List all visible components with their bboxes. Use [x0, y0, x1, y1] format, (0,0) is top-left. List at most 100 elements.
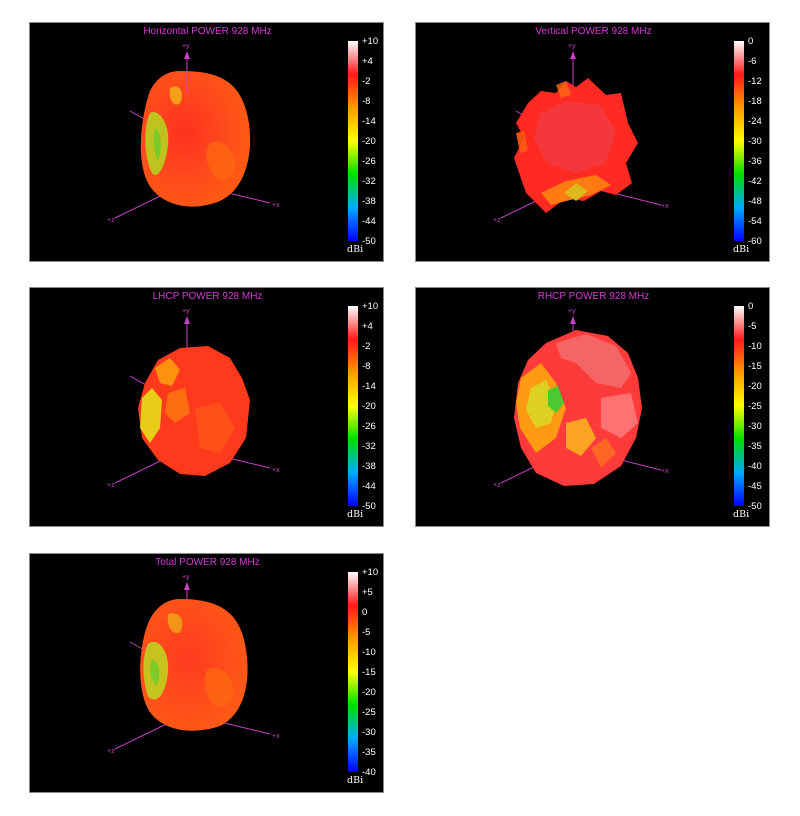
colorbar-tick: -8	[362, 96, 371, 107]
colorbar-tick: -15	[748, 361, 762, 372]
colorbar-unit: dBi	[347, 775, 364, 786]
pattern-shading	[206, 141, 235, 180]
colorbar	[348, 306, 358, 506]
x-axis-label: +x	[661, 203, 669, 210]
colorbar-tick: -38	[362, 461, 376, 472]
colorbar-tick: -25	[362, 707, 376, 718]
z-axis-label: +z	[107, 217, 115, 224]
pattern-3d-plot: +y +x +z	[493, 308, 669, 489]
pattern-3d-plot: +y +x +z	[107, 43, 280, 224]
y-axis-label: +y	[182, 574, 190, 581]
colorbar-tick: -54	[748, 216, 762, 227]
z-axis-label: +z	[107, 482, 115, 489]
y-axis-arrow	[570, 316, 576, 324]
colorbar-tick: -50	[362, 236, 376, 247]
colorbar-tick: -30	[748, 136, 762, 147]
radiation-pattern-panel-total: Total POWER 928 MHz +y +x +z +10 +5 0 -5…	[29, 553, 384, 793]
colorbar-tick: -26	[362, 421, 376, 432]
colorbar	[734, 306, 744, 506]
colorbar-tick: -50	[362, 501, 376, 512]
colorbar-tick: -26	[362, 156, 376, 167]
colorbar-tick: +10	[362, 301, 379, 312]
pattern-3d-plot: +y +x +z	[107, 574, 280, 755]
colorbar-tick: -10	[362, 647, 376, 658]
colorbar-tick: -32	[362, 441, 376, 452]
y-axis-label: +y	[182, 43, 190, 50]
pattern-high-gain-region	[534, 101, 616, 173]
pattern-low-gain-region	[564, 183, 588, 201]
colorbar-tick: -8	[362, 361, 371, 372]
x-axis-label: +x	[661, 468, 669, 475]
colorbar-unit: dBi	[347, 244, 364, 255]
colorbar-tick: -42	[748, 176, 762, 187]
colorbar-tick: -5	[748, 321, 757, 332]
colorbar-tick: -30	[362, 727, 376, 738]
y-axis-label: +y	[568, 43, 576, 50]
colorbar-tick: -2	[362, 341, 371, 352]
colorbar-unit: dBi	[347, 509, 364, 520]
colorbar-tick: +10	[362, 567, 379, 578]
colorbar-tick: +5	[362, 587, 373, 598]
panel-title: LHCP POWER 928 MHz	[152, 291, 263, 302]
z-axis-label: +z	[493, 217, 501, 224]
pattern-lowest-gain-region	[548, 386, 564, 413]
colorbar-tick: -12	[748, 76, 762, 87]
pattern-mid-gain-region	[167, 613, 183, 634]
colorbar-tick: -20	[362, 401, 376, 412]
colorbar-tick: -32	[362, 176, 376, 187]
colorbar-tick: 0	[748, 301, 754, 312]
pattern-low-gain-region	[140, 388, 162, 443]
x-axis-label: +x	[272, 733, 280, 740]
colorbar	[348, 572, 358, 772]
x-axis-label: +x	[272, 467, 280, 474]
colorbar-tick: -44	[362, 481, 376, 492]
pattern-3d-plot: +y +x +z	[107, 308, 280, 489]
colorbar-tick: -50	[748, 501, 762, 512]
pattern-mid-gain-region	[169, 86, 182, 105]
colorbar-tick: +4	[362, 321, 373, 332]
colorbar-tick: -18	[748, 96, 762, 107]
colorbar	[348, 41, 358, 241]
pattern-lowest-gain-region	[153, 128, 161, 161]
colorbar-tick: -40	[362, 767, 376, 778]
radiation-pattern-panel-rhcp: RHCP POWER 928 MHz +y +x +z 0 -5 -10 -15…	[415, 287, 770, 527]
y-axis-arrow	[184, 316, 190, 324]
colorbar-tick: -2	[362, 76, 371, 87]
y-axis-arrow	[184, 51, 190, 59]
colorbar-tick: +4	[362, 56, 373, 67]
colorbar-tick: -20	[362, 136, 376, 147]
y-axis-label: +y	[182, 308, 190, 315]
colorbar-tick: -5	[362, 627, 371, 638]
colorbar-tick: -48	[748, 196, 762, 207]
colorbar-tick: -40	[748, 461, 762, 472]
colorbar-tick: -45	[748, 481, 762, 492]
z-axis-label: +z	[107, 748, 115, 755]
colorbar-tick: -25	[748, 401, 762, 412]
colorbar-tick: -6	[748, 56, 757, 67]
pattern-mid-gain-region	[155, 358, 180, 386]
colorbar-tick: -38	[362, 196, 376, 207]
colorbar-tick: -10	[748, 341, 762, 352]
colorbar-tick: -20	[362, 687, 376, 698]
x-axis-label: +x	[272, 202, 280, 209]
colorbar-tick: -36	[748, 156, 762, 167]
colorbar-tick: -15	[362, 667, 376, 678]
y-axis-arrow	[570, 51, 576, 59]
colorbar-tick: -14	[362, 381, 376, 392]
colorbar-tick: -24	[748, 116, 762, 127]
colorbar-tick: -35	[362, 747, 376, 758]
panel-title: Vertical POWER 928 MHz	[535, 26, 652, 37]
radiation-pattern-panel-lhcp: LHCP POWER 928 MHz +y +x +z +10 +4 -2 -8…	[29, 287, 384, 527]
colorbar-tick: -44	[362, 216, 376, 227]
colorbar	[734, 41, 744, 241]
z-axis-label: +z	[493, 482, 501, 489]
colorbar-tick: 0	[748, 36, 754, 47]
colorbar-tick: -14	[362, 116, 376, 127]
pattern-lowest-gain-region	[150, 659, 160, 686]
y-axis-label: +y	[568, 308, 576, 315]
y-axis-arrow	[184, 582, 190, 590]
radiation-pattern-panel-vertical: Vertical POWER 928 MHz +y +x +z 0 -6 -12…	[415, 22, 770, 262]
panel-title: Total POWER 928 MHz	[155, 557, 260, 568]
pattern-3d-plot: +y +x +z	[493, 43, 669, 224]
panel-title: RHCP POWER 928 MHz	[537, 291, 650, 302]
